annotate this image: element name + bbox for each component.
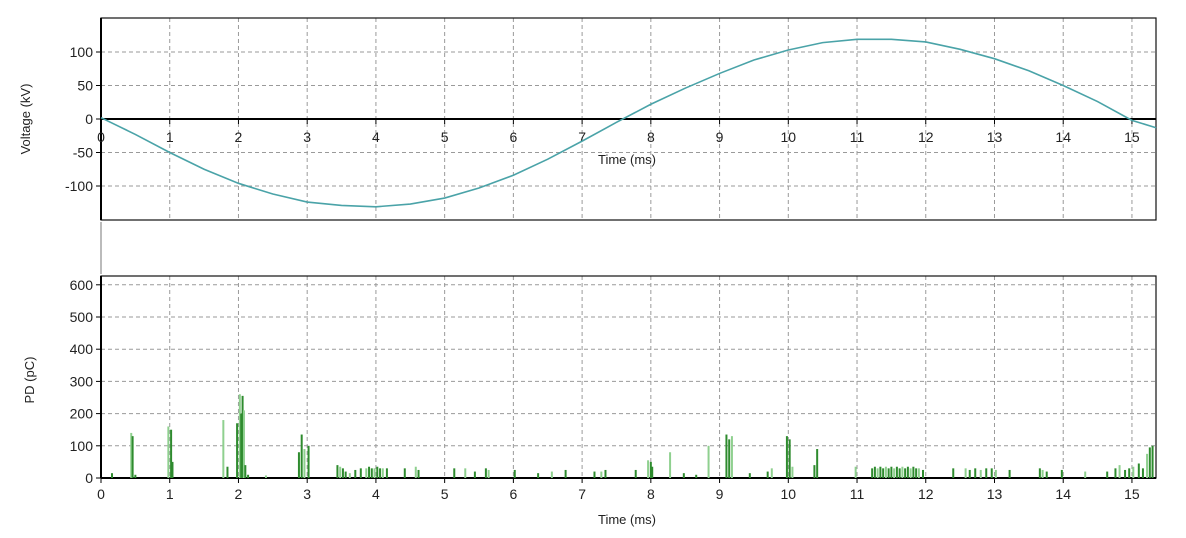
x-tick-label: 6 — [509, 486, 517, 502]
x-axis-label: Time (ms) — [598, 512, 656, 527]
x-tick-label: 13 — [987, 486, 1003, 502]
x-tick-label: 3 — [303, 129, 311, 145]
x-tick-label: 1 — [166, 129, 174, 145]
y-axis-label: Voltage (kV) — [18, 84, 33, 155]
x-tick-label: 7 — [578, 486, 586, 502]
voltage-series-line — [100, 38, 1157, 208]
x-tick-label: 3 — [303, 486, 311, 502]
x-tick-label: 12 — [918, 129, 934, 145]
x-tick-label: 14 — [1055, 486, 1071, 502]
x-tick-label: 14 — [1055, 129, 1071, 145]
x-tick-label: 5 — [441, 129, 449, 145]
y-tick-label: 0 — [85, 111, 93, 127]
y-tick-label: 100 — [70, 44, 94, 60]
x-tick-label: 12 — [918, 486, 934, 502]
x-tick-label: 10 — [781, 486, 797, 502]
y-tick-label: -100 — [65, 178, 93, 194]
y-tick-label: 600 — [70, 277, 94, 293]
x-tick-label: 7 — [578, 129, 586, 145]
y-tick-label: 400 — [70, 341, 94, 357]
x-tick-label: 6 — [509, 129, 517, 145]
x-tick-label: 13 — [987, 129, 1003, 145]
y-tick-label: -50 — [73, 145, 93, 161]
y-tick-label: 200 — [70, 406, 94, 422]
x-tick-label: 0 — [97, 129, 105, 145]
x-tick-label: 15 — [1124, 486, 1140, 502]
y-tick-label: 300 — [70, 373, 94, 389]
x-tick-label: 15 — [1124, 129, 1140, 145]
x-tick-label: 11 — [850, 486, 865, 502]
x-axis-label: Time (ms) — [598, 152, 656, 167]
x-tick-label: 10 — [781, 129, 797, 145]
plot-frame — [100, 275, 1157, 479]
y-tick-label: 0 — [85, 470, 93, 486]
x-tick-label: 9 — [716, 486, 724, 502]
x-tick-label: 4 — [372, 486, 380, 502]
y-tick-label: 50 — [77, 78, 93, 94]
y-tick-label: 100 — [70, 438, 94, 454]
x-tick-label: 1 — [166, 486, 174, 502]
x-tick-label: 4 — [372, 129, 380, 145]
x-tick-label: 2 — [235, 129, 243, 145]
x-tick-label: 11 — [850, 129, 865, 145]
x-tick-label: 5 — [441, 486, 449, 502]
x-tick-label: 8 — [647, 486, 655, 502]
y-tick-label: 500 — [70, 309, 94, 325]
x-tick-label: 8 — [647, 129, 655, 145]
x-tick-label: 9 — [716, 129, 724, 145]
x-tick-label: 0 — [97, 486, 105, 502]
x-tick-label: 2 — [235, 486, 243, 502]
y-axis-label: PD (pC) — [22, 357, 37, 404]
